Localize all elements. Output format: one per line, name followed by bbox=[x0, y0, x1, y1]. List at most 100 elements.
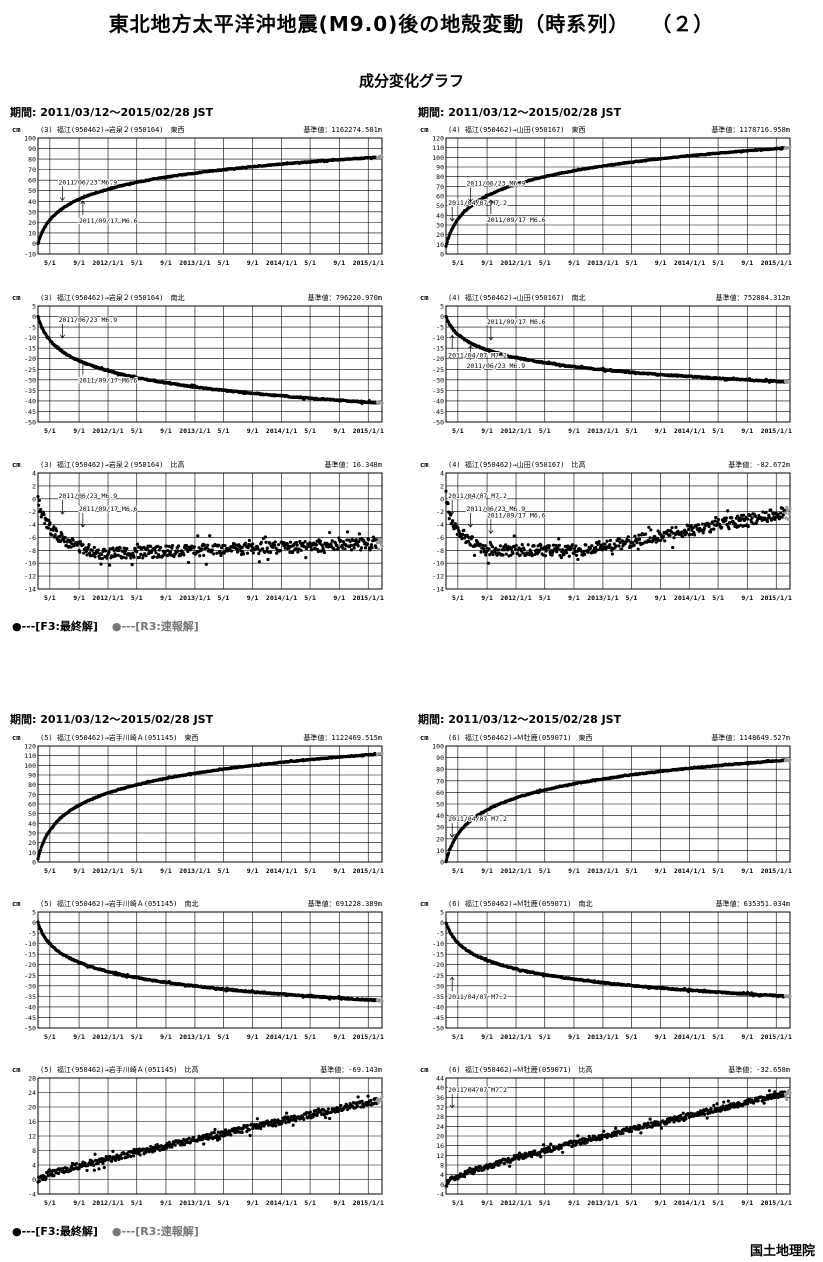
plot-frame bbox=[37, 137, 383, 255]
data-point-final bbox=[659, 538, 663, 542]
y-unit-label: cm bbox=[420, 126, 428, 134]
component-chart: cm (3) 福江(950462)→岩泉２(950164) 東西 基準値：11622… bbox=[12, 125, 384, 267]
y-tick-label: 50 bbox=[28, 810, 36, 818]
data-point-rapid bbox=[788, 145, 792, 149]
x-tick-label: 9/1 bbox=[741, 867, 753, 875]
data-point-final bbox=[155, 555, 159, 559]
data-point-final bbox=[728, 520, 732, 525]
annotation-arrowhead bbox=[80, 360, 86, 364]
data-point-final bbox=[447, 517, 451, 521]
x-tick-label: 9/1 bbox=[73, 1033, 85, 1041]
data-point-rapid bbox=[787, 512, 791, 516]
data-point-final bbox=[200, 547, 204, 551]
agency-name: 国土地理院 bbox=[749, 1244, 815, 1259]
data-point-final bbox=[217, 543, 221, 547]
data-point-final bbox=[608, 543, 612, 547]
data-point-final bbox=[210, 548, 214, 552]
data-point-final bbox=[707, 524, 711, 529]
data-point-final bbox=[590, 544, 594, 548]
y-tick-label: -14 bbox=[24, 586, 36, 594]
data-point-final bbox=[46, 526, 50, 530]
x-tick-label: 9/1 bbox=[247, 594, 259, 602]
data-point-final bbox=[661, 534, 666, 538]
data-point-final bbox=[368, 548, 372, 552]
legend-final: ●---[F3:最終解] bbox=[12, 620, 98, 633]
data-point-final bbox=[212, 552, 216, 556]
data-point-final bbox=[261, 547, 265, 551]
component-chart: cm (5) 福江(950462)→岩手川崎Ａ(051145) 南北 基準値：691… bbox=[12, 899, 384, 1041]
data-point-final bbox=[753, 514, 758, 519]
y-tick-label: 10 bbox=[28, 229, 36, 237]
data-point-final bbox=[647, 525, 651, 529]
data-point-final bbox=[296, 550, 300, 554]
data-point-final bbox=[208, 534, 212, 538]
data-point-final bbox=[561, 548, 565, 552]
data-point-final bbox=[769, 508, 773, 512]
y-tick-label: -10 bbox=[24, 251, 36, 259]
x-tick-label: 5/1 bbox=[712, 594, 724, 602]
data-point-final bbox=[52, 525, 56, 529]
data-point-final bbox=[522, 548, 526, 552]
data-point-final bbox=[170, 543, 175, 548]
y-tick-label: -5 bbox=[28, 930, 36, 938]
data-point-final bbox=[37, 240, 41, 244]
reference-value: 基準値：691228.389m bbox=[308, 899, 382, 908]
y-tick-label: 20 bbox=[28, 219, 36, 227]
y-tick-label: -40 bbox=[24, 1003, 36, 1011]
data-point-final bbox=[713, 519, 717, 523]
data-point-final bbox=[116, 553, 120, 557]
data-point-final bbox=[761, 510, 765, 514]
y-tick-label: -40 bbox=[24, 397, 36, 405]
data-point-final bbox=[584, 543, 588, 547]
data-point-final bbox=[627, 538, 631, 543]
data-point-final bbox=[37, 498, 41, 503]
reference-value: 基準値：1178716.958m bbox=[711, 125, 790, 134]
data-point-final bbox=[736, 524, 740, 529]
x-tick-label: 9/1 bbox=[73, 259, 85, 267]
x-tick-label: 9/1 bbox=[333, 594, 345, 602]
data-point-final bbox=[620, 547, 624, 551]
data-point-final bbox=[76, 542, 81, 546]
y-tick-label: 4 bbox=[440, 470, 444, 478]
data-point-final bbox=[356, 544, 360, 548]
data-point-final bbox=[288, 540, 293, 544]
x-tick-label: 9/1 bbox=[333, 867, 345, 875]
x-tick-label: 5/1 bbox=[304, 594, 316, 602]
chart-header: (4) 福江(950462)→山田(950167) 比高 bbox=[448, 460, 586, 469]
data-point-final bbox=[170, 546, 174, 550]
data-point-final bbox=[268, 541, 272, 546]
x-tick-label: 9/1 bbox=[160, 1033, 172, 1041]
reference-value: 基準値：16.348m bbox=[324, 460, 382, 469]
y-tick-label: 40 bbox=[436, 812, 444, 820]
data-point-final bbox=[131, 551, 135, 555]
data-point-final bbox=[86, 545, 90, 549]
y-unit-label: cm bbox=[420, 294, 428, 302]
data-point-final bbox=[37, 503, 41, 507]
data-point-final bbox=[53, 533, 57, 537]
data-point-final bbox=[730, 516, 734, 520]
data-point-final bbox=[330, 539, 334, 543]
data-point-final bbox=[700, 522, 705, 526]
data-point-final bbox=[765, 519, 770, 524]
y-tick-label: 0 bbox=[32, 240, 36, 248]
x-tick-label: 9/1 bbox=[333, 427, 345, 435]
data-point-final bbox=[88, 551, 92, 555]
data-point-final bbox=[62, 540, 67, 544]
data-point-final bbox=[308, 541, 312, 545]
y-tick-label: 70 bbox=[436, 777, 444, 785]
data-point-final bbox=[533, 552, 537, 556]
data-point-final bbox=[553, 547, 557, 551]
legend-rapid: ●---[R3:速報解] bbox=[111, 1225, 199, 1238]
data-point-final bbox=[159, 545, 163, 550]
x-tick-label: 9/1 bbox=[73, 427, 85, 435]
data-point-final bbox=[686, 527, 691, 532]
component-chart: cm (3) 福江(950462)→岩泉２(950164) 比高 基準値：16.34… bbox=[12, 460, 384, 602]
data-point-final bbox=[567, 554, 571, 558]
legend-final: ●---[F3:最終解] bbox=[12, 1225, 98, 1238]
data-point-final bbox=[513, 547, 518, 551]
data-point-final bbox=[557, 537, 561, 541]
y-tick-label: 10 bbox=[436, 241, 444, 249]
x-tick-label: 5/1 bbox=[131, 867, 143, 875]
data-point-final bbox=[559, 556, 563, 560]
x-tick-label: 5/1 bbox=[44, 867, 56, 875]
